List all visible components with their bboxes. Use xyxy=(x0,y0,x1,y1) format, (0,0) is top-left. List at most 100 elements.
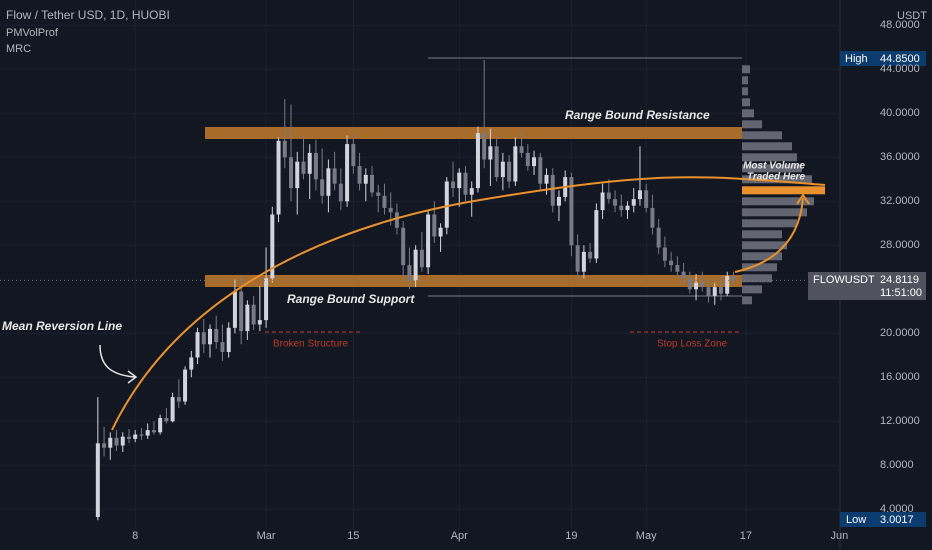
candle-body xyxy=(357,166,362,184)
candle-body xyxy=(669,260,674,266)
mean-reversion-curve xyxy=(111,176,826,431)
candle-body xyxy=(438,227,443,237)
volume-bar xyxy=(742,109,754,118)
volume-label: Most Volume xyxy=(743,161,805,172)
candle-body xyxy=(108,437,113,448)
volume-bar xyxy=(742,65,750,74)
symbol-label: FLOWUSDT xyxy=(813,274,875,286)
y-unit: USDT xyxy=(897,10,927,22)
candle-body xyxy=(220,342,225,352)
candle-body xyxy=(264,278,269,321)
candle-body xyxy=(575,245,580,272)
y-tick-label: 4.0000 xyxy=(880,503,914,515)
candle-body xyxy=(532,157,537,167)
volume-label: Traded Here xyxy=(747,172,806,183)
candle-body xyxy=(145,430,150,436)
candle-body xyxy=(451,181,456,189)
volume-bar xyxy=(742,164,802,173)
chart-title: Flow / Tether USD, 1D, HUOBI xyxy=(6,8,170,22)
candle-body xyxy=(694,282,699,290)
broken-structure-label: Broken Structure xyxy=(273,339,348,350)
high-value: 44.8500 xyxy=(880,53,920,65)
volume-bar xyxy=(742,87,748,96)
candle-body xyxy=(151,430,156,433)
candle-body xyxy=(613,199,618,206)
volume-bar xyxy=(742,230,782,239)
candle-body xyxy=(251,304,256,325)
volume-arrow xyxy=(734,197,804,273)
candle-body xyxy=(556,196,561,206)
candle-body xyxy=(731,276,736,281)
candle-body xyxy=(457,172,462,189)
candle-body xyxy=(376,192,381,196)
candle-body xyxy=(126,436,131,439)
candle-body xyxy=(525,152,530,167)
volume-bar xyxy=(742,241,787,250)
y-tick-label: 36.0000 xyxy=(880,151,920,163)
candle-body xyxy=(201,332,206,345)
candle-body xyxy=(345,144,350,202)
candle-body xyxy=(432,214,437,237)
candle-body xyxy=(307,152,312,174)
low-tag xyxy=(840,512,926,527)
candle-body xyxy=(382,195,387,208)
candle-body xyxy=(232,291,237,328)
candle-body xyxy=(208,328,212,345)
y-tick-label: 44.0000 xyxy=(880,63,920,75)
candle-body xyxy=(538,157,543,184)
low-label: Low xyxy=(846,514,866,526)
candle-body xyxy=(606,192,611,200)
candle-body xyxy=(401,227,406,266)
candle-body xyxy=(600,192,605,211)
resistance-band xyxy=(205,127,742,139)
candle-body xyxy=(725,276,730,294)
candle-body xyxy=(413,249,418,281)
x-tick-label: May xyxy=(636,530,657,542)
candle-body xyxy=(718,287,723,294)
x-tick-label: 8 xyxy=(132,530,138,542)
y-tick-label: 28.0000 xyxy=(880,239,920,251)
candle-body xyxy=(500,161,505,178)
candle-body xyxy=(507,161,512,182)
volume-arrow-head xyxy=(796,193,810,205)
candle-body xyxy=(370,174,375,193)
candle-body xyxy=(463,172,468,195)
candle-body xyxy=(569,177,574,246)
volume-bar xyxy=(742,175,812,184)
candle-body xyxy=(513,146,518,182)
y-tick-label: 48.0000 xyxy=(880,19,920,31)
candle-body xyxy=(544,174,549,184)
candle-body xyxy=(681,271,686,279)
last-price-tag xyxy=(808,272,926,300)
volume-bar xyxy=(742,208,807,217)
candle-body xyxy=(644,190,649,208)
mean-reversion-label: Mean Reversion Line xyxy=(2,319,122,333)
candle-body xyxy=(214,328,219,343)
x-tick-label: 19 xyxy=(565,530,577,542)
y-tick-label: 40.0000 xyxy=(880,107,920,119)
candle-body xyxy=(706,287,711,296)
candle-body xyxy=(656,227,661,248)
stop-loss-label: Stop Loss Zone xyxy=(657,339,727,350)
candle-body xyxy=(426,214,431,268)
candle-body xyxy=(276,140,281,215)
x-tick-label: 15 xyxy=(347,530,359,542)
volume-bar xyxy=(742,120,762,129)
candle-body xyxy=(588,251,593,259)
candle-body xyxy=(550,174,555,206)
volume-bar xyxy=(742,131,782,140)
candle-body xyxy=(226,327,231,352)
candle-body xyxy=(239,291,244,332)
candle-body xyxy=(295,161,300,189)
candle-body xyxy=(700,282,705,288)
candle-body xyxy=(519,146,524,153)
support-band xyxy=(205,275,742,287)
volume-bar xyxy=(742,252,782,261)
candle-body xyxy=(650,207,655,228)
candle-body xyxy=(95,443,100,517)
high-label: High xyxy=(845,53,868,65)
high-tag xyxy=(840,51,926,66)
candle-body xyxy=(712,287,717,296)
y-tick-label: 16.0000 xyxy=(880,371,920,383)
